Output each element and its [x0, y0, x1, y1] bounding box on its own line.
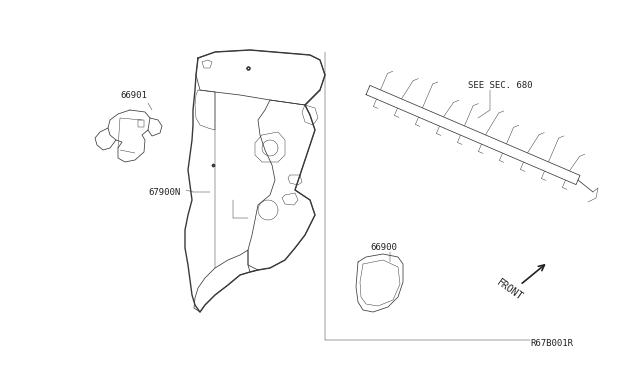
Text: 66900: 66900 — [370, 243, 397, 252]
Text: SEE SEC. 680: SEE SEC. 680 — [468, 81, 532, 90]
Text: 67900N: 67900N — [148, 187, 180, 196]
Text: R67B001R: R67B001R — [530, 339, 573, 348]
Text: FRONT: FRONT — [495, 278, 525, 302]
Text: 66901: 66901 — [120, 91, 147, 100]
